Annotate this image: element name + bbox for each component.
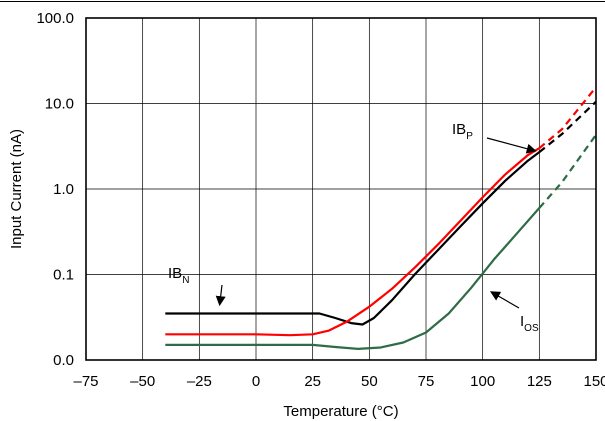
x-tick-label: 50	[361, 373, 378, 390]
annotation-arrow-0	[215, 284, 226, 307]
x-tick-label: –75	[73, 373, 98, 390]
series-line-0	[165, 151, 540, 326]
y-tick-label: 0.1	[53, 267, 74, 284]
y-tick-label: 100.0	[36, 10, 74, 27]
y-tick-labels: 0.0 0.1 1.0 10.0 100.0	[36, 10, 74, 369]
plot-frame	[85, 17, 597, 361]
series-extrapolation-2	[538, 134, 596, 209]
y-tick-label: 10.0	[45, 96, 74, 113]
x-tick-label: 125	[527, 373, 552, 390]
x-tick-label: 150	[583, 373, 605, 390]
annotation-label-2: IOS	[520, 313, 539, 334]
series-line-2	[165, 207, 541, 350]
annotation-arrow-1	[486, 137, 537, 154]
y-tick-label: 0.0	[53, 352, 74, 369]
y-axis-title: Input Current (nA)	[8, 129, 25, 249]
x-tick-label: 100	[470, 373, 495, 390]
series-extrapolation-0	[538, 100, 596, 153]
x-tick-labels: –75 –50 –25 0 25 50 75 100 125 150	[73, 373, 605, 390]
series-group	[165, 86, 596, 350]
x-tick-label: –25	[187, 373, 212, 390]
x-tick-label: –50	[130, 373, 155, 390]
annotation-arrow-2	[490, 291, 520, 309]
x-tick-label: 25	[304, 373, 321, 390]
annotation-label-0: IBN	[168, 265, 189, 286]
series-line-1	[165, 147, 540, 337]
annotations: IBN IBP IOS	[168, 121, 539, 334]
grid	[86, 18, 596, 360]
y-tick-label: 1.0	[53, 181, 74, 198]
x-tick-label: 0	[252, 373, 260, 390]
series-extrapolation-1	[538, 86, 596, 150]
annotation-label-1: IBP	[452, 121, 473, 142]
x-axis-title: Temperature (°C)	[283, 403, 398, 420]
x-tick-label: 75	[418, 373, 435, 390]
